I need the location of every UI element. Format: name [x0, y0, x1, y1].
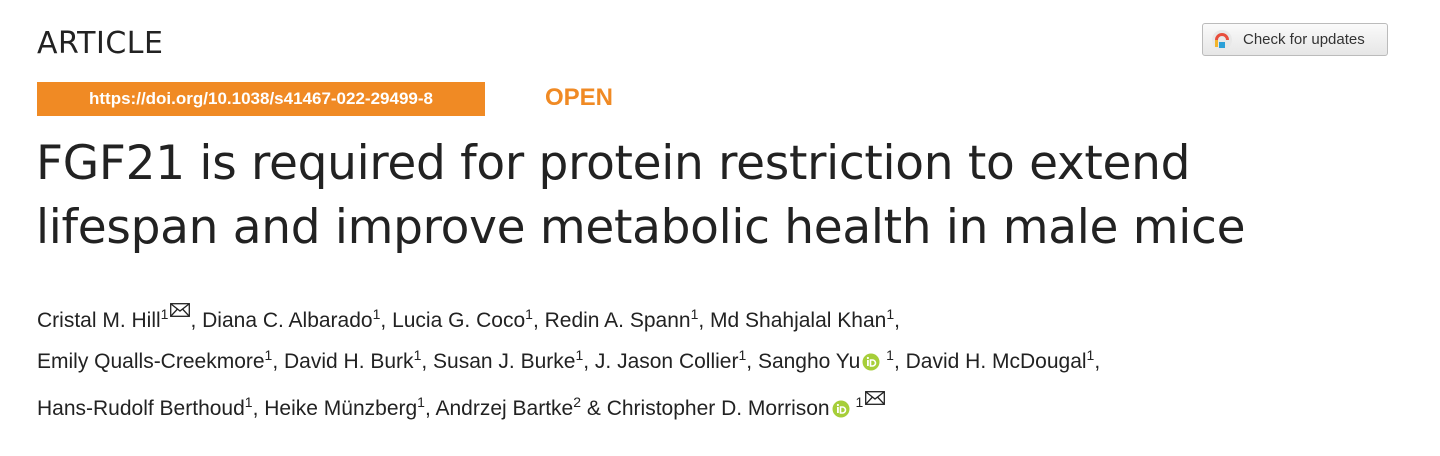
affiliation: 2: [573, 394, 582, 410]
title-line: FGF21 is required for protein restrictio…: [36, 136, 1191, 191]
author-name[interactable]: Andrzej Bartke: [435, 397, 574, 420]
author-name[interactable]: Lucia G. Coco: [392, 309, 526, 332]
separator: ,: [190, 309, 203, 332]
author-name[interactable]: David H. Burk: [284, 350, 414, 373]
affiliation: 1: [855, 391, 886, 410]
affiliation: 1: [417, 394, 425, 410]
separator: &: [581, 397, 607, 420]
orcid-icon[interactable]: [832, 400, 850, 424]
author-line: Hans-Rudolf Berthoud1, Heike Münzberg1, …: [37, 391, 886, 424]
affiliation: 1: [413, 347, 422, 363]
separator: ,: [532, 309, 545, 332]
email-icon[interactable]: [865, 391, 886, 408]
author-name[interactable]: Susan J. Burke: [433, 350, 576, 373]
button-label[interactable]: Check for updates: [1243, 31, 1365, 48]
separator: ,: [698, 309, 711, 332]
updates-icon: [1212, 29, 1232, 50]
title-line: lifespan and improve metabolic health in…: [36, 200, 1246, 255]
affiliation: 1: [525, 306, 533, 322]
separator: ,: [272, 350, 285, 373]
affiliation: 1: [264, 347, 273, 363]
article-type: ARTICLE: [37, 26, 164, 61]
affiliation: 1: [738, 347, 747, 363]
author-line: Emily Qualls-Creekmore1, David H. Burk1,…: [37, 347, 1100, 377]
affiliation: 1: [372, 306, 381, 322]
author-name[interactable]: Diana C. Albarado: [202, 309, 373, 332]
author-name[interactable]: Md Shahjalal Khan: [710, 309, 887, 332]
author-name[interactable]: Sangho Yu: [757, 350, 861, 373]
author-name[interactable]: Cristal M. Hill: [37, 309, 161, 332]
open-access: OPEN: [545, 84, 614, 111]
author-name[interactable]: J. Jason Collier: [594, 350, 739, 373]
separator: ,: [421, 350, 434, 373]
affiliation: 1: [575, 347, 584, 363]
affiliation: 1: [886, 306, 895, 322]
author-name[interactable]: Redin A. Spann: [544, 309, 691, 332]
affiliation: 1: [886, 347, 894, 363]
separator: ,: [380, 309, 393, 332]
affiliation: 1: [1086, 347, 1095, 363]
doi-link[interactable]: https://doi.org/10.1038/s41467-022-29499…: [37, 82, 485, 116]
author-name[interactable]: Hans-Rudolf Berthoud: [37, 397, 245, 420]
affiliation: 1: [690, 306, 699, 322]
orcid-icon[interactable]: [862, 353, 880, 377]
separator: ,: [583, 350, 595, 373]
separator: ,: [894, 309, 900, 332]
affiliation: 1: [161, 303, 191, 322]
affiliation: 1: [244, 394, 253, 410]
check-updates-button[interactable]: Check for updates: [1202, 23, 1388, 56]
separator: ,: [424, 397, 436, 420]
email-icon[interactable]: [170, 303, 191, 320]
author-name[interactable]: Heike Münzberg: [264, 397, 418, 420]
author-name[interactable]: Christopher D. Morrison: [606, 397, 830, 420]
author-name[interactable]: David H. McDougal: [905, 350, 1087, 373]
separator: ,: [746, 350, 758, 373]
separator: ,: [252, 397, 265, 420]
author-line: Cristal M. Hill1, Diana C. Albarado1, Lu…: [37, 303, 900, 333]
separator: ,: [1094, 350, 1101, 373]
author-name[interactable]: Emily Qualls-Creekmore: [37, 350, 265, 373]
separator: ,: [893, 350, 906, 373]
